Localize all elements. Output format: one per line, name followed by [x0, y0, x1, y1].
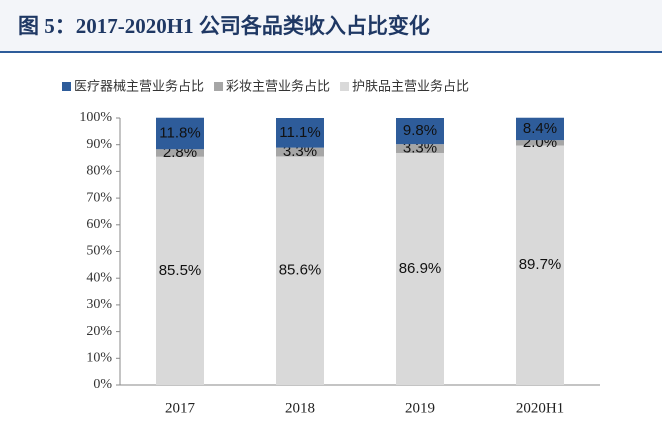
legend-label: 彩妆主营业务占比 [226, 79, 330, 95]
x-tick-label: 2018 [285, 400, 315, 416]
value-label: 9.8% [403, 122, 437, 139]
bar-segment [516, 117, 564, 141]
value-label: 11.8% [159, 124, 200, 141]
y-tick-label: 0% [93, 377, 112, 392]
y-tick-label: 50% [86, 244, 112, 259]
chart-title: 图 5：2017-2020H1 公司各品类收入占比变化 [18, 14, 430, 38]
legend-swatch [340, 82, 350, 91]
bar-segment [156, 156, 204, 385]
y-tick-label: 100% [79, 110, 112, 125]
y-tick-label: 30% [86, 297, 112, 312]
bar-segment [516, 145, 564, 385]
x-tick-label: 2017 [165, 400, 196, 416]
x-tick-label: 2019 [405, 400, 435, 416]
legend-swatch [214, 82, 224, 91]
legend-label: 护肤品主营业务占比 [352, 79, 469, 95]
bar-segment [396, 152, 444, 385]
bar-segment [156, 149, 204, 157]
x-tick-label: 2020H1 [516, 400, 564, 416]
value-label: 85.5% [159, 262, 202, 279]
bar-segment [276, 156, 324, 385]
y-tick-label: 80% [86, 164, 112, 179]
value-label: 85.6% [279, 262, 322, 279]
bar-segment [396, 144, 444, 153]
title-band [0, 0, 662, 52]
y-tick-label: 70% [86, 190, 112, 205]
bar-segment [276, 118, 324, 148]
bar-segment [396, 118, 444, 145]
bar-segment [156, 117, 204, 150]
bar-segment [276, 147, 324, 157]
value-label: 11.1% [279, 124, 320, 141]
value-label: 86.9% [399, 260, 442, 277]
value-label: 89.7% [519, 256, 562, 273]
y-tick-label: 60% [86, 217, 112, 232]
y-tick-label: 40% [86, 270, 112, 285]
legend-label: 医疗器械主营业务占比 [74, 79, 204, 95]
y-tick-label: 10% [86, 351, 112, 366]
bar-segment [516, 140, 564, 146]
value-label: 8.4% [523, 120, 557, 137]
y-tick-label: 20% [86, 324, 112, 339]
y-tick-label: 90% [86, 137, 112, 152]
legend-swatch [62, 82, 71, 91]
